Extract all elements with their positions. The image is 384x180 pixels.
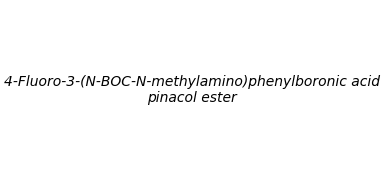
Text: 4-Fluoro-3-(N-BOC-N-methylamino)phenylboronic acid
pinacol ester: 4-Fluoro-3-(N-BOC-N-methylamino)phenylbo… [4,75,380,105]
